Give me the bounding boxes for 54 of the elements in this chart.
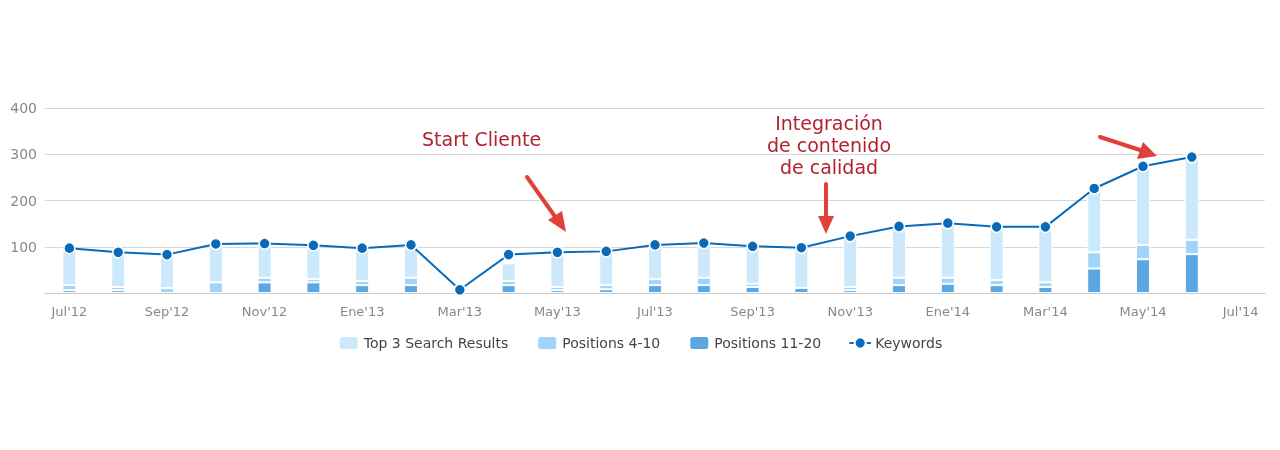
x-tick-label: Jul'14 [1221,304,1259,319]
point [551,246,564,259]
point [355,241,369,255]
legend-label: Positions 4-10 [562,335,661,351]
legend-label: Top 3 Search Results [362,335,509,351]
x-tick-label: Sep'12 [144,304,190,319]
bar [501,285,516,293]
point [892,220,906,233]
point [307,239,320,252]
annotation: Start Cliente [422,128,542,150]
point [1136,160,1150,173]
legend-label: Positions 11-20 [714,335,822,351]
point [258,237,271,250]
bar [355,285,370,293]
bar [1038,286,1053,293]
x-tick-label: Nov'13 [827,304,873,319]
point [1087,182,1101,195]
point [599,245,613,258]
x-tick-label: Ene'14 [925,304,971,319]
point [502,248,515,261]
x-tick-label: Sep'13 [730,304,775,319]
point [111,246,125,259]
bar [745,286,760,293]
point [1039,220,1052,234]
point [746,240,759,253]
x-tick-label: Mar'14 [1023,304,1068,319]
bar [306,282,321,293]
bar [257,282,272,293]
bar [501,263,516,281]
point [1185,150,1199,164]
annotation: Integración de contenido de calidad [766,112,892,178]
point [648,238,662,252]
x-tick-label: Jul'12 [50,304,88,319]
x-tick-label: Nov'12 [241,304,288,319]
point [160,248,174,261]
y-tick-label: 400 [10,100,37,116]
y-tick-label: 200 [10,192,37,209]
x-tick-label: Ene'13 [339,304,385,319]
x-tick-label: May'14 [1119,304,1167,319]
x-tick-label: Jul'13 [636,304,673,319]
legend-label: Keywords [875,335,943,351]
y-tick-label: 100 [10,238,37,255]
point [843,229,857,243]
point [697,236,711,250]
point [404,238,418,252]
point [990,220,1003,234]
bar [599,289,614,293]
point [453,283,467,297]
y-tick-label: 300 [10,146,37,163]
point [63,241,76,255]
x-tick-label: Mar'13 [437,304,483,319]
point [941,216,955,230]
x-tick-label: May'13 [533,304,581,319]
point [209,237,223,251]
